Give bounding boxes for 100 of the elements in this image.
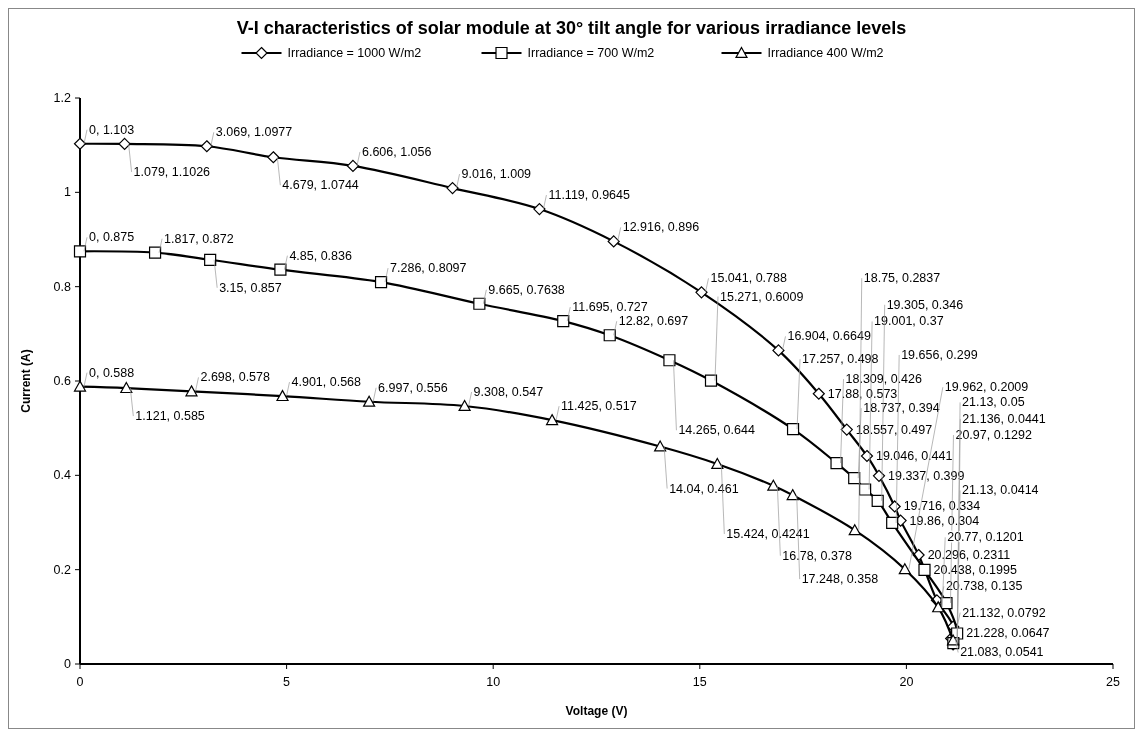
point (148, 246, 162, 259)
y-tick-label: 1 (64, 185, 72, 200)
point (918, 563, 931, 576)
legend-label: Irradiance = 1000 W/m2 (287, 46, 422, 60)
point (204, 253, 217, 266)
point (374, 275, 388, 289)
data-label: 1.817, 0.872 (164, 231, 234, 246)
y-tick-label: 0.6 (53, 374, 72, 388)
point (363, 395, 376, 407)
data-label: 0, 0.588 (89, 365, 135, 380)
data-label: 20.77, 0.1201 (947, 530, 1024, 545)
data-label: 17.257, 0.498 (802, 352, 879, 367)
point (473, 297, 486, 310)
point (276, 389, 289, 402)
point (830, 456, 843, 470)
y-tick-label: 0.8 (53, 279, 72, 294)
legend-label: Irradiance 400 W/m2 (767, 46, 884, 60)
point (545, 414, 559, 426)
x-axis-title: Voltage (V) (565, 704, 628, 718)
chart-title: V-I characteristics of solar module at 30° tilt angle for various irradiance levels (236, 18, 907, 38)
point (871, 494, 884, 507)
data-label: 14.265, 0.644 (678, 423, 755, 438)
data-label: 1.079, 1.1026 (133, 164, 211, 179)
point (786, 489, 799, 501)
data-label: 18.557, 0.497 (855, 422, 933, 437)
data-label: 19.962, 0.2009 (944, 380, 1029, 395)
data-label: 17.88, 0.573 (827, 386, 898, 401)
data-label: 19.001, 0.37 (874, 314, 944, 329)
data-label: 6.606, 1.056 (361, 144, 432, 159)
data-label: 4.679, 1.0744 (282, 178, 359, 193)
y-tick-label: 0.2 (53, 562, 72, 577)
y-tick-label: 1.2 (53, 91, 72, 105)
data-label: 19.046, 0.441 (875, 448, 953, 463)
data-label: 15.271, 0.6009 (720, 289, 804, 304)
point (711, 457, 724, 469)
point (848, 524, 861, 536)
data-label: 19.656, 0.299 (901, 347, 978, 362)
data-label: 21.13, 0.0414 (962, 483, 1039, 498)
data-label: 2.698, 0.578 (200, 370, 271, 385)
point (898, 563, 911, 575)
point (458, 399, 471, 411)
data-label: 21.13, 0.05 (962, 395, 1025, 410)
data-label: 11.425, 0.517 (561, 399, 637, 414)
x-tick-label: 20 (899, 675, 914, 689)
y-tick-label: 0.4 (53, 468, 72, 483)
data-label: 17.248, 0.358 (801, 572, 879, 587)
data-label: 14.04, 0.461 (669, 481, 739, 496)
data-label: 19.305, 0.346 (886, 297, 964, 312)
data-label: 1.121, 0.585 (135, 409, 205, 424)
point (446, 181, 459, 195)
data-label: 3.069, 1.0977 (215, 125, 293, 140)
data-label: 20.296, 0.2311 (927, 548, 1011, 562)
data-label: 9.665, 0.7638 (488, 282, 565, 297)
y-tick-label: 0 (64, 657, 72, 671)
point (772, 344, 785, 357)
x-tick-label: 25 (1106, 675, 1120, 689)
point (73, 245, 87, 258)
point (704, 374, 718, 387)
data-label: 15.041, 0.788 (710, 271, 787, 286)
point (812, 387, 825, 400)
data-label: 12.916, 0.896 (622, 220, 700, 235)
data-label: 9.308, 0.547 (473, 385, 544, 399)
point (185, 385, 198, 397)
point (118, 137, 131, 151)
data-label: 16.904, 0.6649 (787, 329, 871, 344)
data-label: 19.716, 0.334 (903, 499, 981, 514)
x-tick-label: 15 (692, 675, 707, 689)
point (73, 137, 87, 150)
point (859, 483, 872, 496)
point (200, 140, 213, 153)
data-label: 6.997, 0.556 (378, 380, 448, 395)
data-label: 20.438, 0.1995 (933, 562, 1017, 577)
legend-label: Irradiance = 700 W/m2 (527, 46, 655, 60)
point (860, 449, 874, 463)
data-label: 11.695, 0.727 (572, 300, 648, 315)
point (695, 286, 708, 299)
point (840, 423, 853, 436)
point (663, 354, 676, 367)
point (607, 235, 620, 248)
point (120, 381, 133, 394)
data-label: 20.738, 0.135 (945, 579, 1023, 594)
data-label: 4.85, 0.836 (289, 248, 353, 263)
data-label: 21.132, 0.0792 (962, 605, 1046, 620)
x-tick-label: 0 (76, 675, 84, 689)
data-label: 19.337, 0.399 (888, 468, 965, 483)
point (603, 329, 616, 342)
data-label: 21.083, 0.0541 (960, 645, 1044, 660)
point (654, 440, 667, 452)
point (557, 315, 570, 328)
data-label: 0, 1.103 (89, 122, 135, 137)
data-label: 19.86, 0.304 (909, 513, 980, 528)
data-label: 18.309, 0.426 (845, 372, 923, 387)
data-label: 16.78, 0.378 (782, 548, 852, 563)
data-label: 20.97, 0.1292 (955, 428, 1032, 443)
point (767, 479, 780, 491)
data-label: 3.15, 0.857 (219, 280, 282, 295)
data-label: 4.901, 0.568 (291, 375, 362, 390)
point (274, 263, 287, 276)
data-label: 15.424, 0.4241 (726, 526, 810, 541)
data-label: 21.136, 0.0441 (962, 412, 1046, 427)
